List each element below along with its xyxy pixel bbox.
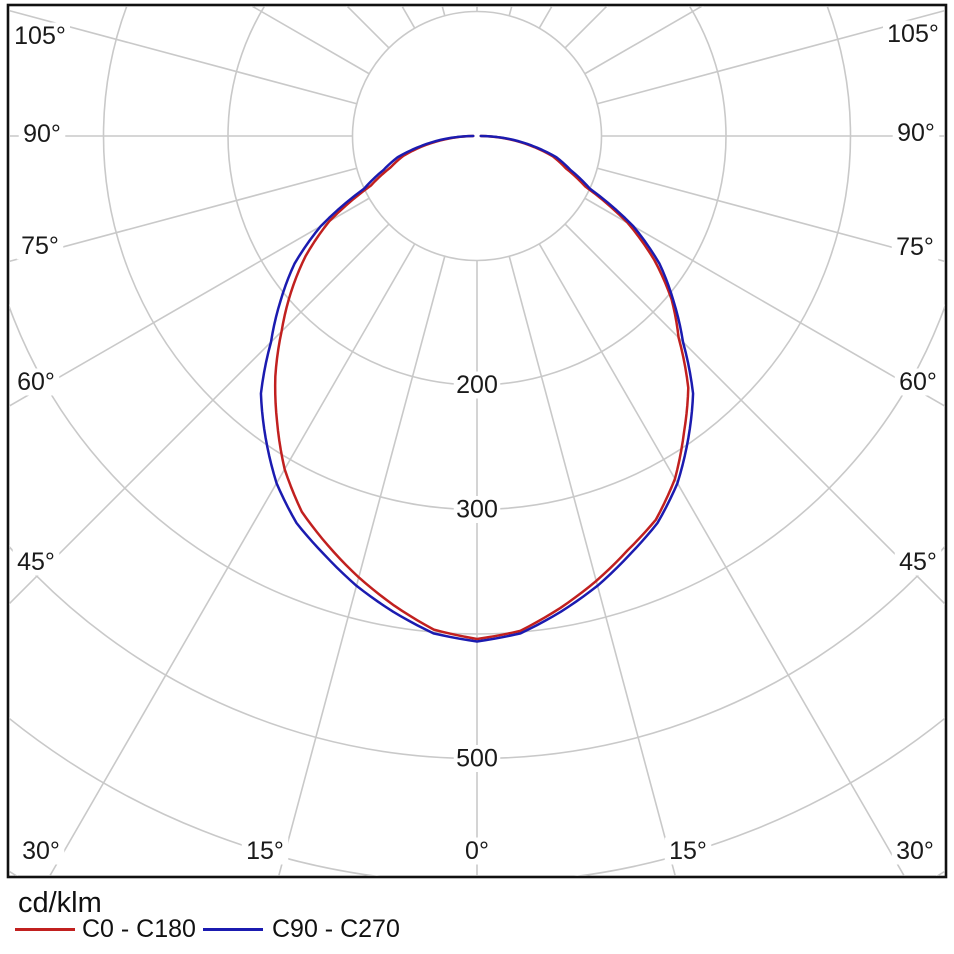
angle-label-5-105deg: 105° xyxy=(887,20,939,48)
grid-spoke-75deg xyxy=(597,167,945,263)
angle-label-1-90deg: 90° xyxy=(23,120,61,148)
angle-label-3-60deg-mask xyxy=(12,368,60,396)
angle-label-12-0deg: 0° xyxy=(465,837,489,865)
angle-label-6-90deg: 90° xyxy=(897,119,935,147)
angle-label-3-60deg: 60° xyxy=(17,368,55,396)
angle-label-11-15deg-mask xyxy=(241,837,289,865)
legend-line-c90-c270 xyxy=(203,928,263,931)
curve-C90-C270 xyxy=(259,134,695,643)
radial-label-200: 200 xyxy=(456,371,498,399)
grid-spoke-45deg xyxy=(564,223,945,605)
grid-spoke-15deg xyxy=(508,256,677,876)
curve-C0-C180 xyxy=(273,134,690,641)
angle-label-9-45deg: 45° xyxy=(899,548,937,576)
legend-line-c0-c180 xyxy=(15,928,75,931)
grid-spoke-105deg xyxy=(597,9,945,105)
angle-label-6-90deg-mask xyxy=(892,119,940,147)
radial-label-500-mask xyxy=(453,745,501,772)
grid-spoke-60deg xyxy=(584,197,945,408)
angle-label-4-45deg-mask xyxy=(12,548,60,576)
radial-label-300: 300 xyxy=(456,496,498,524)
angle-label-0-105deg: 105° xyxy=(14,22,66,50)
grid-spoke-255deg xyxy=(9,9,357,105)
legend-label-c90-c270: C90 - C270 xyxy=(272,915,400,943)
radial-label-200-mask xyxy=(453,371,501,399)
grid-spoke-30deg xyxy=(538,243,906,876)
radial-label-500: 500 xyxy=(456,745,498,773)
angle-label-7-75deg-mask xyxy=(891,233,939,261)
angle-label-5-105deg-mask xyxy=(883,20,943,48)
angle-label-8-60deg-mask xyxy=(894,368,942,396)
grid-spoke-315deg xyxy=(9,223,390,605)
angle-label-10-30deg-mask xyxy=(17,837,65,865)
grid-spoke-330deg xyxy=(48,243,416,876)
angle-label-0-105deg-mask xyxy=(10,22,70,50)
angle-label-12-0deg-mask xyxy=(460,837,494,865)
angle-label-13-15deg: 15° xyxy=(669,837,707,865)
grid-spoke-345deg xyxy=(277,256,446,876)
grid-spoke-300deg xyxy=(9,197,370,408)
angle-label-13-15deg-mask xyxy=(664,837,712,865)
angle-label-2-75deg: 75° xyxy=(21,232,59,260)
angle-label-14-30deg: 30° xyxy=(896,837,934,865)
grid-spoke-285deg xyxy=(9,167,357,263)
legend: C0 - C180 C90 - C270 xyxy=(0,916,954,946)
angle-label-11-15deg: 15° xyxy=(246,837,284,865)
angle-label-7-75deg: 75° xyxy=(896,233,934,261)
angle-label-1-90deg-mask xyxy=(18,120,66,148)
legend-label-c0-c180: C0 - C180 xyxy=(82,915,196,943)
angle-label-2-75deg-mask xyxy=(16,232,64,260)
units-label: cd/klm xyxy=(18,887,102,919)
radial-label-300-mask xyxy=(453,496,501,523)
angle-label-4-45deg: 45° xyxy=(17,548,55,576)
angle-label-14-30deg-mask xyxy=(891,837,939,865)
angle-label-10-30deg: 30° xyxy=(22,837,60,865)
angle-label-8-60deg: 60° xyxy=(899,368,937,396)
angle-label-9-45deg-mask xyxy=(894,548,942,576)
